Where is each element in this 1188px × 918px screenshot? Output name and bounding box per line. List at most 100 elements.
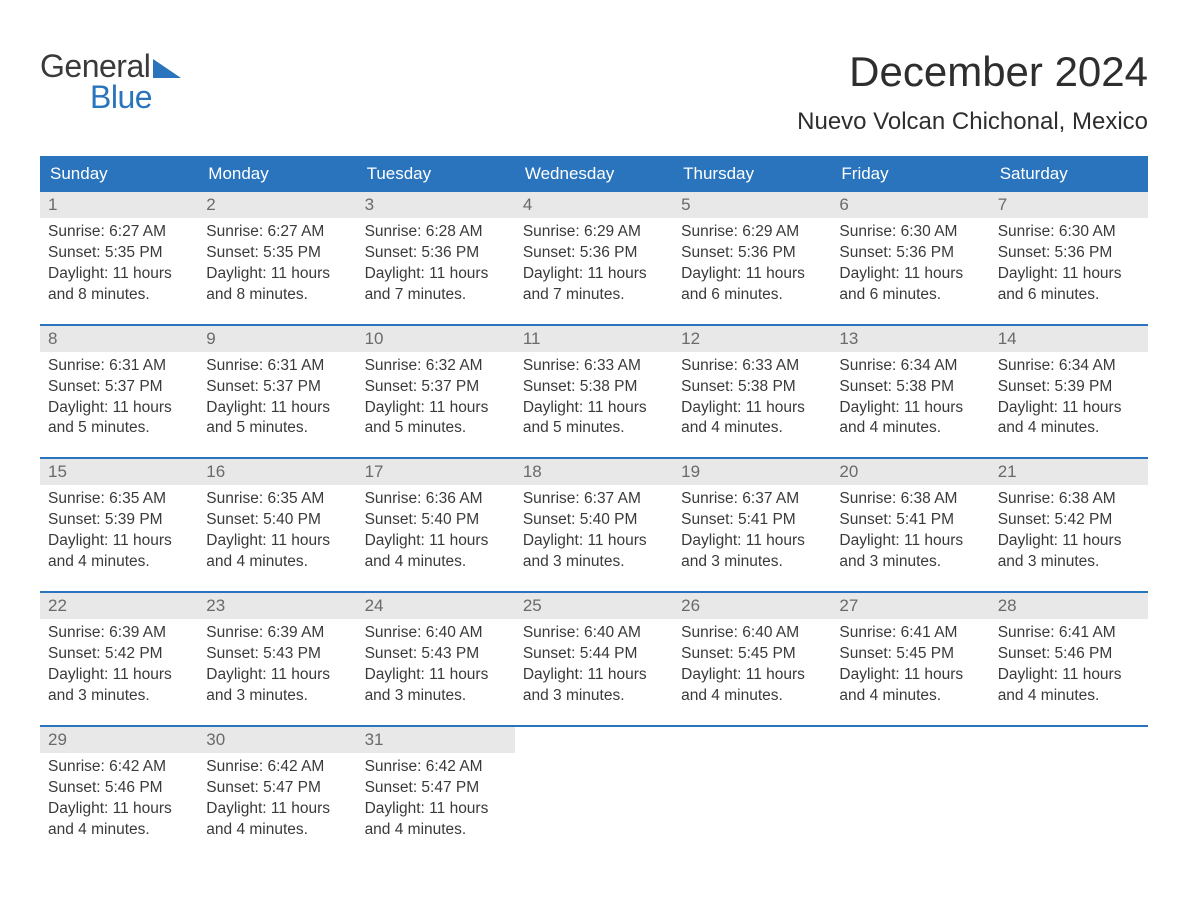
page-title: December 2024	[797, 48, 1148, 96]
calendar-day: 24Sunrise: 6:40 AMSunset: 5:43 PMDayligh…	[357, 593, 515, 725]
day-number: 29	[40, 727, 198, 753]
weekday-header: Saturday	[990, 156, 1148, 192]
calendar-day: 9Sunrise: 6:31 AMSunset: 5:37 PMDaylight…	[198, 326, 356, 458]
calendar-week: 15Sunrise: 6:35 AMSunset: 5:39 PMDayligh…	[40, 457, 1148, 591]
calendar-day: 21Sunrise: 6:38 AMSunset: 5:42 PMDayligh…	[990, 459, 1148, 591]
day-details: Sunrise: 6:35 AMSunset: 5:39 PMDaylight:…	[40, 485, 198, 573]
calendar-week: 29Sunrise: 6:42 AMSunset: 5:46 PMDayligh…	[40, 725, 1148, 859]
calendar-day: 7Sunrise: 6:30 AMSunset: 5:36 PMDaylight…	[990, 192, 1148, 324]
calendar-day: 25Sunrise: 6:40 AMSunset: 5:44 PMDayligh…	[515, 593, 673, 725]
calendar-day: 1Sunrise: 6:27 AMSunset: 5:35 PMDaylight…	[40, 192, 198, 324]
calendar-day: 23Sunrise: 6:39 AMSunset: 5:43 PMDayligh…	[198, 593, 356, 725]
day-details: Sunrise: 6:36 AMSunset: 5:40 PMDaylight:…	[357, 485, 515, 573]
calendar-day	[515, 727, 673, 859]
day-details: Sunrise: 6:40 AMSunset: 5:43 PMDaylight:…	[357, 619, 515, 707]
day-number: 5	[673, 192, 831, 218]
calendar-day	[831, 727, 989, 859]
day-number: 25	[515, 593, 673, 619]
calendar-day	[673, 727, 831, 859]
calendar-day: 17Sunrise: 6:36 AMSunset: 5:40 PMDayligh…	[357, 459, 515, 591]
day-number: 7	[990, 192, 1148, 218]
day-details: Sunrise: 6:35 AMSunset: 5:40 PMDaylight:…	[198, 485, 356, 573]
weekday-header: Sunday	[40, 156, 198, 192]
calendar-day: 6Sunrise: 6:30 AMSunset: 5:36 PMDaylight…	[831, 192, 989, 324]
day-details: Sunrise: 6:27 AMSunset: 5:35 PMDaylight:…	[198, 218, 356, 306]
day-number: 8	[40, 326, 198, 352]
day-number: 1	[40, 192, 198, 218]
day-number: 23	[198, 593, 356, 619]
header-region: General Blue December 2024 Nuevo Volcan …	[40, 48, 1148, 136]
calendar-day: 12Sunrise: 6:33 AMSunset: 5:38 PMDayligh…	[673, 326, 831, 458]
logo: General Blue	[40, 48, 183, 116]
day-number: 16	[198, 459, 356, 485]
weekday-header: Wednesday	[515, 156, 673, 192]
weekday-header: Thursday	[673, 156, 831, 192]
day-number: 15	[40, 459, 198, 485]
calendar-day: 11Sunrise: 6:33 AMSunset: 5:38 PMDayligh…	[515, 326, 673, 458]
day-number: 14	[990, 326, 1148, 352]
day-details: Sunrise: 6:40 AMSunset: 5:45 PMDaylight:…	[673, 619, 831, 707]
day-number: 17	[357, 459, 515, 485]
day-number: 31	[357, 727, 515, 753]
day-number: 27	[831, 593, 989, 619]
day-details: Sunrise: 6:41 AMSunset: 5:46 PMDaylight:…	[990, 619, 1148, 707]
calendar-day: 13Sunrise: 6:34 AMSunset: 5:38 PMDayligh…	[831, 326, 989, 458]
day-details: Sunrise: 6:42 AMSunset: 5:47 PMDaylight:…	[198, 753, 356, 841]
calendar: SundayMondayTuesdayWednesdayThursdayFrid…	[40, 156, 1148, 858]
calendar-day: 27Sunrise: 6:41 AMSunset: 5:45 PMDayligh…	[831, 593, 989, 725]
day-details: Sunrise: 6:29 AMSunset: 5:36 PMDaylight:…	[515, 218, 673, 306]
day-details: Sunrise: 6:38 AMSunset: 5:42 PMDaylight:…	[990, 485, 1148, 573]
day-number: 19	[673, 459, 831, 485]
weekday-header: Tuesday	[357, 156, 515, 192]
logo-word-blue: Blue	[90, 79, 152, 116]
day-number: 26	[673, 593, 831, 619]
day-number: 24	[357, 593, 515, 619]
calendar-day: 15Sunrise: 6:35 AMSunset: 5:39 PMDayligh…	[40, 459, 198, 591]
calendar-day: 19Sunrise: 6:37 AMSunset: 5:41 PMDayligh…	[673, 459, 831, 591]
title-block: December 2024 Nuevo Volcan Chichonal, Me…	[797, 48, 1148, 136]
day-number: 30	[198, 727, 356, 753]
calendar-day: 4Sunrise: 6:29 AMSunset: 5:36 PMDaylight…	[515, 192, 673, 324]
weekday-header: Monday	[198, 156, 356, 192]
day-number: 9	[198, 326, 356, 352]
calendar-week: 22Sunrise: 6:39 AMSunset: 5:42 PMDayligh…	[40, 591, 1148, 725]
day-details: Sunrise: 6:40 AMSunset: 5:44 PMDaylight:…	[515, 619, 673, 707]
calendar-day: 29Sunrise: 6:42 AMSunset: 5:46 PMDayligh…	[40, 727, 198, 859]
calendar-day: 18Sunrise: 6:37 AMSunset: 5:40 PMDayligh…	[515, 459, 673, 591]
calendar-day: 28Sunrise: 6:41 AMSunset: 5:46 PMDayligh…	[990, 593, 1148, 725]
calendar-day: 26Sunrise: 6:40 AMSunset: 5:45 PMDayligh…	[673, 593, 831, 725]
location-text: Nuevo Volcan Chichonal, Mexico	[797, 108, 1148, 136]
calendar-day	[990, 727, 1148, 859]
weekday-header-row: SundayMondayTuesdayWednesdayThursdayFrid…	[40, 156, 1148, 192]
day-details: Sunrise: 6:42 AMSunset: 5:46 PMDaylight:…	[40, 753, 198, 841]
day-details: Sunrise: 6:30 AMSunset: 5:36 PMDaylight:…	[990, 218, 1148, 306]
day-number: 11	[515, 326, 673, 352]
day-details: Sunrise: 6:32 AMSunset: 5:37 PMDaylight:…	[357, 352, 515, 440]
day-details: Sunrise: 6:30 AMSunset: 5:36 PMDaylight:…	[831, 218, 989, 306]
calendar-body: 1Sunrise: 6:27 AMSunset: 5:35 PMDaylight…	[40, 192, 1148, 858]
calendar-day: 5Sunrise: 6:29 AMSunset: 5:36 PMDaylight…	[673, 192, 831, 324]
day-details: Sunrise: 6:37 AMSunset: 5:40 PMDaylight:…	[515, 485, 673, 573]
logo-triangle-icon	[153, 56, 183, 78]
day-details: Sunrise: 6:29 AMSunset: 5:36 PMDaylight:…	[673, 218, 831, 306]
calendar-day: 31Sunrise: 6:42 AMSunset: 5:47 PMDayligh…	[357, 727, 515, 859]
day-number: 10	[357, 326, 515, 352]
day-number: 28	[990, 593, 1148, 619]
calendar-day: 2Sunrise: 6:27 AMSunset: 5:35 PMDaylight…	[198, 192, 356, 324]
day-details: Sunrise: 6:38 AMSunset: 5:41 PMDaylight:…	[831, 485, 989, 573]
calendar-day: 20Sunrise: 6:38 AMSunset: 5:41 PMDayligh…	[831, 459, 989, 591]
day-number: 13	[831, 326, 989, 352]
calendar-day: 14Sunrise: 6:34 AMSunset: 5:39 PMDayligh…	[990, 326, 1148, 458]
day-details: Sunrise: 6:33 AMSunset: 5:38 PMDaylight:…	[515, 352, 673, 440]
day-number: 2	[198, 192, 356, 218]
calendar-day: 10Sunrise: 6:32 AMSunset: 5:37 PMDayligh…	[357, 326, 515, 458]
day-number: 21	[990, 459, 1148, 485]
day-details: Sunrise: 6:41 AMSunset: 5:45 PMDaylight:…	[831, 619, 989, 707]
day-number: 4	[515, 192, 673, 218]
day-number: 3	[357, 192, 515, 218]
calendar-day: 8Sunrise: 6:31 AMSunset: 5:37 PMDaylight…	[40, 326, 198, 458]
calendar-week: 1Sunrise: 6:27 AMSunset: 5:35 PMDaylight…	[40, 192, 1148, 324]
day-details: Sunrise: 6:37 AMSunset: 5:41 PMDaylight:…	[673, 485, 831, 573]
calendar-day: 30Sunrise: 6:42 AMSunset: 5:47 PMDayligh…	[198, 727, 356, 859]
day-details: Sunrise: 6:33 AMSunset: 5:38 PMDaylight:…	[673, 352, 831, 440]
